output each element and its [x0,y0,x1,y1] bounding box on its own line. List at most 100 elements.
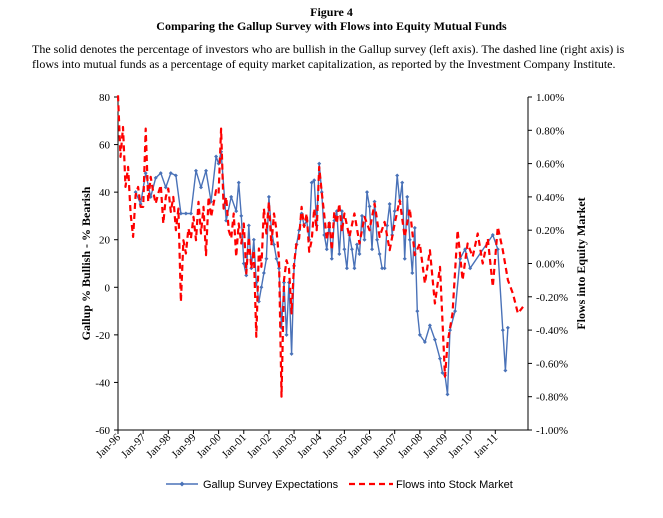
data-point [359,213,364,218]
data-point [417,332,422,337]
x-tick-label: Jan-11 [471,432,500,461]
x-tick-label: Jan-02 [245,432,274,461]
y2-tick-label: 0.20% [536,225,564,237]
data-point [410,271,415,276]
data-point [407,237,412,242]
data-point [367,204,372,209]
chart-plot-area [116,95,524,398]
data-point [349,247,354,252]
data-point [133,190,138,195]
data-point [259,285,264,290]
data-point [415,309,420,314]
x-tick-label: Jan-07 [371,431,401,461]
data-point [329,256,334,261]
figure-title: Comparing the Gallup Survey with Flows i… [156,19,507,33]
data-point [505,325,510,330]
data-point [440,370,445,375]
y2-tick-label: 0.40% [536,192,564,204]
data-point [448,328,453,333]
y-tick-label: 0 [105,282,111,294]
y-tick-label: -40 [95,377,110,389]
y2-tick-label: -0.40% [536,325,568,337]
data-point [234,209,239,214]
data-point [344,266,349,271]
data-point [309,180,314,185]
data-point [204,168,209,173]
data-point [395,173,400,178]
y2-tick-label: 1.00% [536,92,564,104]
data-point [427,323,432,328]
y2-axis-title: Flows into Equity Market [574,197,588,329]
data-point [354,242,359,247]
y2-tick-label: 0.80% [536,125,564,137]
legend-label-flows: Flows into Stock Market [396,479,513,491]
data-point [261,271,266,276]
x-tick-label: Jan-10 [446,431,476,461]
data-point [357,251,362,256]
data-point [271,242,276,247]
data-point [317,161,322,166]
data-point [437,356,442,361]
data-point [163,185,168,190]
data-point [199,185,204,190]
data-point [312,178,317,183]
data-point [236,180,241,185]
data-point [173,173,178,178]
data-point [412,225,417,230]
x-tick-label: Jan-08 [396,431,426,461]
figure-caption: The solid denotes the percentage of inve… [32,42,625,71]
data-point [183,211,188,216]
x-tick-label: Jan-97 [119,431,149,461]
y-tick-label: 60 [99,140,111,152]
data-point [432,337,437,342]
x-tick-label: Jan-09 [421,431,451,461]
data-point [246,223,251,228]
data-point [392,209,397,214]
data-point [264,256,269,261]
x-tick-label: Jan-98 [144,431,174,461]
y-tick-label: 80 [99,92,111,104]
y-tick-label: 40 [99,187,111,199]
data-point [377,251,382,256]
data-point [214,154,219,159]
data-point [251,237,256,242]
data-point [188,211,193,216]
data-point [375,237,380,242]
y2-tick-label: 0.00% [536,259,564,271]
data-point [362,237,367,242]
data-point [239,213,244,218]
y2-tick-label: -0.20% [536,292,568,304]
y-tick-label: -60 [95,425,110,437]
data-point [387,202,392,207]
y-axis-title: Gallup % Bullish - % Bearish [79,186,93,340]
y-tick-label: 20 [99,235,111,247]
data-point [422,339,427,344]
data-point [244,273,249,278]
data-point [468,266,473,271]
data-point [168,171,173,176]
y2-tick-label: -0.80% [536,392,568,404]
data-point [274,256,279,261]
data-point [402,256,407,261]
data-point [458,256,463,261]
data-point [490,232,495,237]
series-line-flows [116,95,524,398]
data-point [370,247,375,252]
data-point [503,368,508,373]
data-point [453,309,458,314]
x-tick-label: Jan-06 [345,431,375,461]
chart-legend: Gallup Survey Expectations Flows into Sto… [166,479,513,491]
y2-tick-label: -1.00% [536,425,568,437]
x-tick-label: Jan-04 [295,431,325,461]
data-point [372,199,377,204]
data-point [266,194,271,199]
x-tick-label: Jan-05 [320,431,350,461]
data-point [400,180,405,185]
data-point [342,247,347,252]
y2-tick-label: -0.60% [536,358,568,370]
y-tick-label: -20 [95,330,110,342]
data-point [143,171,148,176]
figure-number: Figure 4 [310,5,353,19]
data-point [178,211,183,216]
